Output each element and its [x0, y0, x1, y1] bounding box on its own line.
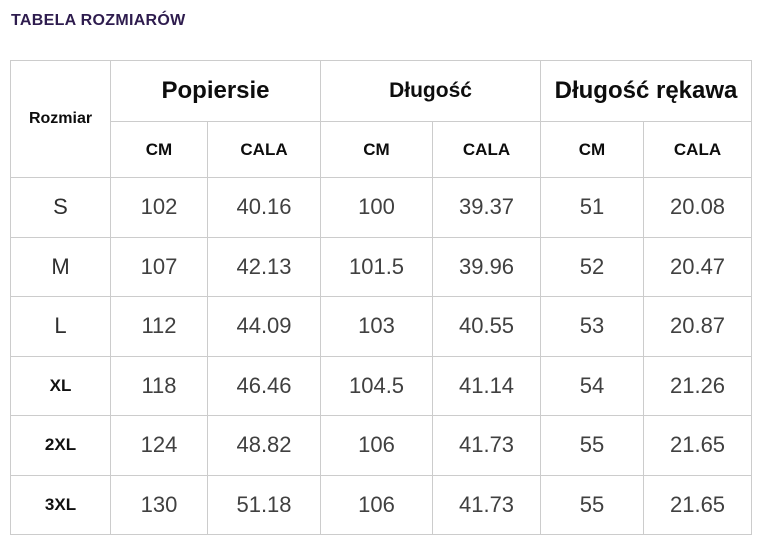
- value-cell: 21.65: [643, 474, 753, 535]
- value-cell: 100: [320, 177, 434, 238]
- table-unit-header-row: CM CALA CM CALA CM CALA: [11, 121, 753, 178]
- size-label: L: [10, 296, 111, 357]
- size-label: XL: [10, 355, 111, 416]
- value-cell: 53: [540, 296, 645, 357]
- value-cell: 41.73: [432, 415, 542, 476]
- table-row-2xl: 2XL 124 48.82 106 41.73 55 21.65: [10, 415, 753, 476]
- value-cell: 21.26: [643, 355, 753, 416]
- value-cell: 51: [540, 177, 645, 238]
- value-cell: 104.5: [320, 355, 434, 416]
- unit-header-dlugosc-cm: CM: [320, 121, 434, 178]
- size-label: 2XL: [10, 415, 111, 476]
- group-header-popiersie: Popiersie: [109, 60, 322, 122]
- group-header-dlugosc-rekawa: Długość rękawa: [540, 60, 753, 122]
- unit-header-rekawa-cala: CALA: [643, 121, 753, 178]
- group-header-dlugosc: Długość: [320, 60, 542, 122]
- value-cell: 106: [320, 415, 434, 476]
- value-cell: 107: [110, 236, 208, 297]
- unit-header-popiersie-cm: CM: [110, 121, 208, 178]
- value-cell: 52: [540, 236, 645, 297]
- value-cell: 102: [110, 177, 208, 238]
- value-cell: 124: [110, 415, 208, 476]
- value-cell: 46.46: [206, 355, 322, 416]
- size-label: 3XL: [10, 474, 111, 535]
- table-group-header-row: Rozmiar Popiersie Długość Długość rękawa: [10, 60, 753, 178]
- unit-header-rekawa-cm: CM: [540, 121, 645, 178]
- value-cell: 21.65: [643, 415, 753, 476]
- unit-header-popiersie-cala: CALA: [206, 121, 322, 178]
- value-cell: 20.08: [643, 177, 753, 238]
- size-table: Rozmiar Popiersie Długość Długość rękawa…: [10, 60, 753, 535]
- value-cell: 20.47: [643, 236, 753, 297]
- value-cell: 55: [540, 474, 645, 535]
- value-cell: 39.96: [432, 236, 542, 297]
- value-cell: 103: [320, 296, 434, 357]
- value-cell: 42.13: [206, 236, 322, 297]
- value-cell: 40.55: [432, 296, 542, 357]
- page-title: TABELA ROZMIARÓW: [11, 12, 186, 29]
- unit-header-dlugosc-cala: CALA: [432, 121, 542, 178]
- table-row-l: L 112 44.09 103 40.55 53 20.87: [10, 296, 753, 357]
- value-cell: 118: [110, 355, 208, 416]
- value-cell: 44.09: [206, 296, 322, 357]
- value-cell: 51.18: [206, 474, 322, 535]
- value-cell: 101.5: [320, 236, 434, 297]
- value-cell: 41.73: [432, 474, 542, 535]
- value-cell: 39.37: [432, 177, 542, 238]
- value-cell: 130: [110, 474, 208, 535]
- table-row-m: M 107 42.13 101.5 39.96 52 20.47: [10, 236, 753, 297]
- value-cell: 41.14: [432, 355, 542, 416]
- size-label: M: [10, 236, 111, 297]
- value-cell: 106: [320, 474, 434, 535]
- value-cell: 54: [540, 355, 645, 416]
- value-cell: 20.87: [643, 296, 753, 357]
- value-cell: 55: [540, 415, 645, 476]
- table-row-s: S 102 40.16 100 39.37 51 20.08: [10, 177, 753, 238]
- value-cell: 40.16: [206, 177, 322, 238]
- table-row-3xl: 3XL 130 51.18 106 41.73 55 21.65: [10, 474, 753, 535]
- column-header-rozmiar: Rozmiar: [10, 60, 111, 178]
- value-cell: 48.82: [206, 415, 322, 476]
- table-row-xl: XL 118 46.46 104.5 41.14 54 21.26: [10, 355, 753, 416]
- value-cell: 112: [110, 296, 208, 357]
- size-label: S: [10, 177, 111, 238]
